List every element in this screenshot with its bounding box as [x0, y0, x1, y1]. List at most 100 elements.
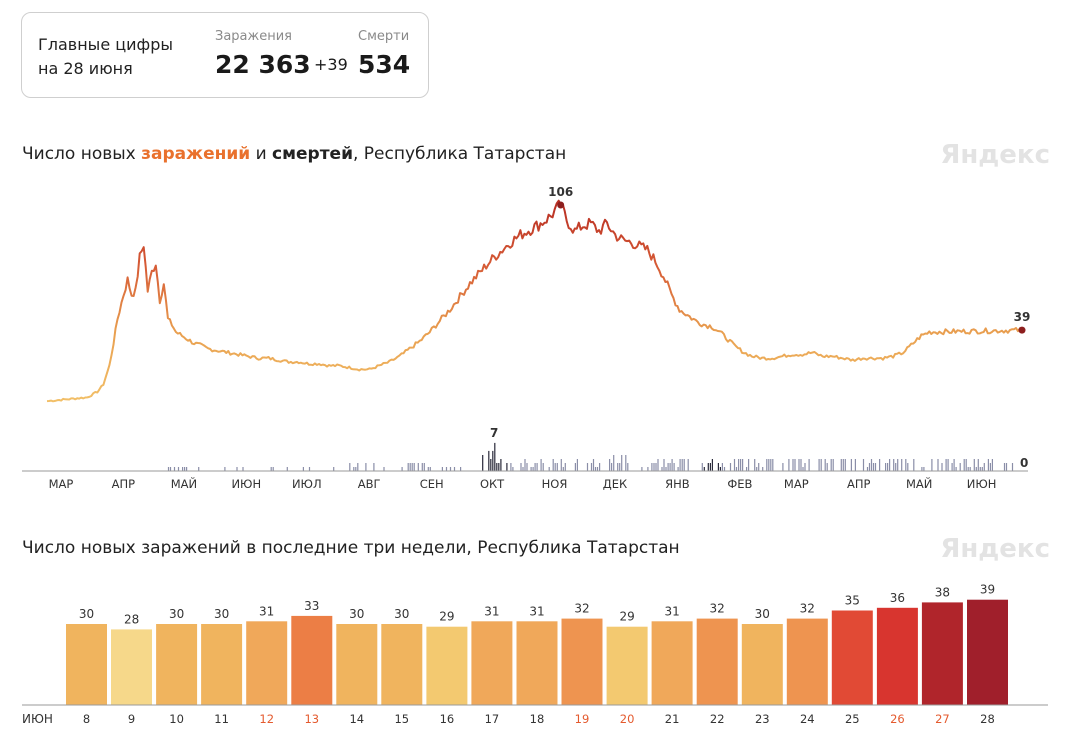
- day-bar: [156, 624, 198, 705]
- day-bar: [606, 626, 648, 705]
- deaths-bar: [969, 467, 971, 471]
- deaths-bar: [808, 459, 810, 471]
- x-tick-label: МАР: [784, 477, 809, 491]
- deaths-bar: [913, 459, 915, 471]
- deaths-bar: [981, 467, 983, 471]
- deaths-bar: [709, 463, 711, 471]
- deaths-bar: [609, 459, 611, 471]
- deaths-bar: [373, 463, 375, 471]
- cases-end-dot: [1018, 326, 1026, 334]
- deaths-bar: [564, 463, 566, 471]
- deaths-bar: [453, 467, 456, 471]
- deaths-bar: [870, 459, 873, 471]
- summary-card: Главные цифры на 28 июня Заражения 22 36…: [21, 12, 429, 98]
- day-bar: [561, 618, 603, 705]
- deaths-bar: [411, 463, 413, 471]
- deaths-bar: [302, 467, 304, 471]
- deaths-bar: [560, 459, 562, 471]
- deaths-bar: [683, 459, 685, 471]
- deaths-bar: [677, 467, 679, 471]
- deaths-end-label: 0: [1020, 456, 1028, 470]
- deaths-bar: [496, 463, 498, 471]
- deaths-bar: [592, 459, 595, 471]
- x-tick-label: МАЙ: [906, 476, 932, 491]
- deaths-bar: [818, 459, 820, 471]
- deaths-bar: [901, 459, 903, 471]
- day-tick-label: 12: [259, 712, 274, 726]
- chart2-title: Число новых заражений в последние три не…: [22, 538, 680, 558]
- bar-value-label: 30: [169, 607, 184, 621]
- x-tick-label: АВГ: [358, 477, 381, 491]
- deaths-bar: [655, 463, 657, 471]
- deaths-bar: [893, 459, 895, 471]
- deaths-bar: [500, 459, 502, 471]
- deaths-bar: [754, 459, 756, 471]
- deaths-bar: [826, 463, 828, 471]
- day-tick-label: 9: [128, 712, 135, 726]
- deaths-bar: [417, 463, 419, 471]
- deaths-bar: [975, 467, 977, 471]
- deaths-bar: [679, 459, 681, 471]
- deaths-bar: [729, 463, 732, 471]
- summary-lead-line1: Главные цифры: [38, 35, 173, 54]
- deaths-bar: [270, 467, 272, 471]
- deaths-bar: [965, 459, 967, 471]
- day-bar: [381, 624, 423, 705]
- bar-value-label: 31: [529, 604, 544, 618]
- day-tick-label: 21: [665, 712, 680, 726]
- deaths-max-label: 7: [490, 426, 498, 440]
- deaths-bar: [530, 467, 532, 471]
- deaths-bar: [756, 467, 758, 471]
- deaths-bar: [862, 459, 865, 471]
- chart1-title-deaths: смертей: [272, 144, 353, 164]
- bar-value-label: 30: [214, 607, 229, 621]
- deaths-bar: [671, 459, 673, 471]
- x-tick-label: МАР: [49, 477, 74, 491]
- deaths-bar: [931, 459, 933, 471]
- deaths-bar: [854, 459, 856, 471]
- chart1-title-cases: заражений: [141, 144, 251, 164]
- deaths-bar: [490, 459, 492, 471]
- deaths-bar: [794, 459, 796, 471]
- deaths-bar: [844, 459, 846, 471]
- cases-end-label: 39: [1014, 310, 1031, 324]
- deaths-bar: [441, 467, 443, 471]
- deaths-bar: [653, 463, 655, 471]
- deaths-bar: [963, 459, 965, 471]
- deaths-bar: [923, 467, 925, 471]
- deaths-bar: [766, 459, 768, 471]
- day-tick-label: 14: [349, 712, 364, 726]
- deaths-bar: [953, 459, 955, 471]
- deaths-bar: [762, 467, 764, 471]
- deaths-bar: [941, 463, 943, 471]
- cases-stat: Заражения 22 363: [215, 29, 311, 79]
- deaths-bar: [169, 467, 172, 471]
- day-tick-label: 15: [394, 712, 409, 726]
- deaths-bar: [427, 467, 429, 471]
- day-tick-label: 18: [530, 712, 545, 726]
- deaths-bar: [586, 463, 589, 471]
- deaths-bar: [494, 442, 496, 471]
- deaths-bar: [742, 459, 744, 471]
- deaths-bar: [445, 467, 448, 471]
- deaths-bar: [820, 459, 822, 471]
- deaths-bar: [574, 463, 576, 471]
- day-bar: [201, 624, 243, 705]
- deaths-bar: [868, 463, 871, 471]
- deaths-bar: [701, 463, 703, 471]
- day-bar: [696, 618, 738, 705]
- bar-value-label: 39: [980, 583, 995, 597]
- last-three-weeks-chart: 30 28 30 30 31 33 30 30 29 31 31 32 29 31 32 30 32 35 36 38…: [22, 583, 1048, 726]
- day-tick-label: 27: [935, 712, 950, 726]
- deaths-bar: [540, 459, 542, 471]
- deaths-bar: [798, 459, 800, 471]
- deaths-bar: [746, 467, 748, 471]
- cases-line: [46, 199, 1023, 403]
- brand-logo-bottom: Яндекс: [940, 534, 1050, 564]
- x-tick-label: ИЮН: [231, 477, 261, 491]
- deaths-bar: [647, 467, 649, 471]
- cases-label: Заражения: [215, 29, 292, 44]
- day-tick-label: 24: [800, 712, 815, 726]
- deaths-bar: [907, 463, 909, 471]
- bar-value-label: 30: [349, 607, 364, 621]
